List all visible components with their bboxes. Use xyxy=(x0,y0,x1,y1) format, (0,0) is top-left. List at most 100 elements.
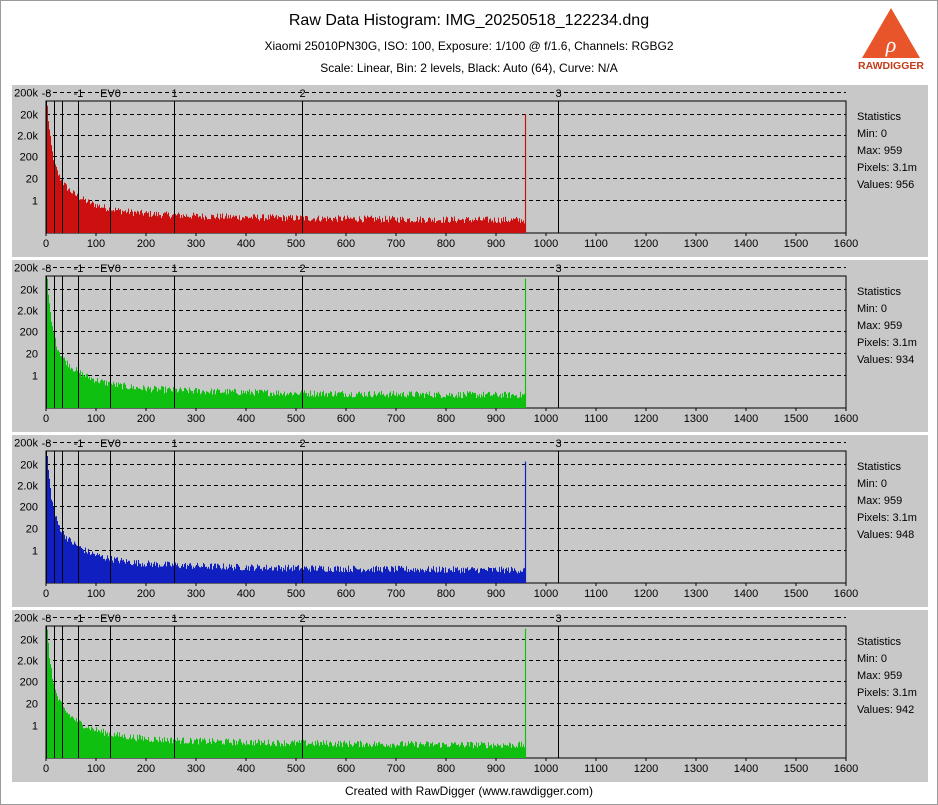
x-tick-label: 1300 xyxy=(684,413,708,425)
x-tick-label: 1000 xyxy=(534,588,558,600)
stats-title: Statistics xyxy=(857,636,902,648)
x-tick-label: 400 xyxy=(237,588,255,600)
ev-label: -8 xyxy=(42,613,52,625)
x-tick-label: 1100 xyxy=(584,588,608,600)
ev-label: 2 xyxy=(299,88,305,100)
y-tick-label: 200 xyxy=(20,152,38,164)
histogram-bars-blue xyxy=(47,455,525,583)
chart-subtitle-settings: Scale: Linear, Bin: 2 levels, Black: Aut… xyxy=(320,61,618,75)
stats-line: Pixels: 3.1m xyxy=(857,512,917,524)
x-tick-label: 100 xyxy=(87,763,105,775)
ev-label: 1 xyxy=(171,88,177,100)
x-tick-label: 600 xyxy=(337,588,355,600)
x-tick-label: 900 xyxy=(487,413,505,425)
x-tick-label: 1500 xyxy=(784,763,808,775)
x-tick-label: 800 xyxy=(437,413,455,425)
ev-label: -8 xyxy=(42,88,52,100)
y-tick-label: 2.0k xyxy=(17,131,38,143)
x-tick-label: 1400 xyxy=(734,763,758,775)
stats-line: Values: 934 xyxy=(857,354,914,366)
x-tick-label: 800 xyxy=(437,588,455,600)
x-tick-label: 700 xyxy=(387,588,405,600)
x-tick-label: 100 xyxy=(87,588,105,600)
y-tick-label: 20k xyxy=(20,110,38,122)
rawdigger-logo-icon: ρ RAWDIGGER xyxy=(858,8,924,72)
ev-label: 1 xyxy=(171,613,177,625)
y-tick-label: 200k xyxy=(14,438,38,450)
x-tick-label: 700 xyxy=(387,763,405,775)
x-tick-label: 1000 xyxy=(534,238,558,250)
x-tick-label: 1500 xyxy=(784,238,808,250)
x-tick-label: 600 xyxy=(337,238,355,250)
x-tick-label: 1100 xyxy=(584,763,608,775)
x-tick-label: 0 xyxy=(43,763,49,775)
x-tick-label: 400 xyxy=(237,238,255,250)
x-tick-label: 1400 xyxy=(734,238,758,250)
stats-line: Pixels: 3.1m xyxy=(857,337,917,349)
stats-line: Max: 959 xyxy=(857,670,902,682)
x-tick-label: 100 xyxy=(87,413,105,425)
histogram-panel-green: 1 20 200 2.0k 20k 200k -8 -1 EV0 1 2 3 0 100 200 300 400… xyxy=(12,260,928,432)
x-tick-label: 200 xyxy=(137,238,155,250)
y-tick-label: 200 xyxy=(20,677,38,689)
x-tick-label: 1100 xyxy=(584,413,608,425)
stats-line: Min: 0 xyxy=(857,653,887,665)
histogram-panel-green2: 1 20 200 2.0k 20k 200k -8 -1 EV0 1 2 3 0 100 200 300 400… xyxy=(12,610,928,782)
x-tick-label: 100 xyxy=(87,238,105,250)
stats-line: Pixels: 3.1m xyxy=(857,687,917,699)
x-tick-label: 400 xyxy=(237,763,255,775)
x-tick-label: 800 xyxy=(437,763,455,775)
x-tick-label: 0 xyxy=(43,413,49,425)
x-tick-label: 1100 xyxy=(584,238,608,250)
x-tick-label: 600 xyxy=(337,413,355,425)
logo-glyph: ρ xyxy=(885,32,897,57)
histogram-bars-red xyxy=(47,105,525,233)
stats-title: Statistics xyxy=(857,286,902,298)
ev-label: 1 xyxy=(171,263,177,275)
x-tick-label: 200 xyxy=(137,588,155,600)
x-tick-label: 1400 xyxy=(734,588,758,600)
x-tick-label: 300 xyxy=(187,413,205,425)
x-tick-label: 700 xyxy=(387,238,405,250)
x-tick-label: 500 xyxy=(287,588,305,600)
x-tick-label: 900 xyxy=(487,588,505,600)
x-tick-label: 300 xyxy=(187,238,205,250)
ev-label: -1 xyxy=(74,263,84,275)
ev-label: -1 xyxy=(74,88,84,100)
logo-text: RAWDIGGER xyxy=(858,60,924,72)
x-tick-label: 300 xyxy=(187,588,205,600)
logo-triangle xyxy=(862,8,920,58)
ev-label: 2 xyxy=(299,263,305,275)
x-tick-label: 1500 xyxy=(784,413,808,425)
x-tick-label: 400 xyxy=(237,413,255,425)
x-tick-label: 1200 xyxy=(634,763,658,775)
stats-line: Max: 959 xyxy=(857,320,902,332)
x-tick-label: 900 xyxy=(487,238,505,250)
stats-line: Values: 948 xyxy=(857,529,914,541)
x-tick-label: 0 xyxy=(43,238,49,250)
y-tick-label: 1 xyxy=(32,546,38,558)
stats-line: Max: 959 xyxy=(857,495,902,507)
ev-label: -1 xyxy=(74,438,84,450)
y-tick-label: 200k xyxy=(14,263,38,275)
y-tick-label: 200 xyxy=(20,327,38,339)
x-tick-label: 1600 xyxy=(834,588,858,600)
x-tick-label: 500 xyxy=(287,238,305,250)
y-tick-label: 20 xyxy=(26,349,38,361)
stats-title: Statistics xyxy=(857,461,902,473)
x-tick-label: 600 xyxy=(337,763,355,775)
ev-label: EV0 xyxy=(100,88,121,100)
y-tick-label: 1 xyxy=(32,721,38,733)
ev-label: 2 xyxy=(299,613,305,625)
y-tick-label: 200k xyxy=(14,613,38,625)
x-tick-label: 300 xyxy=(187,763,205,775)
x-tick-label: 200 xyxy=(137,413,155,425)
x-tick-label: 1400 xyxy=(734,413,758,425)
y-tick-label: 1 xyxy=(32,371,38,383)
x-tick-label: 500 xyxy=(287,763,305,775)
x-tick-label: 1600 xyxy=(834,238,858,250)
stats-line: Values: 956 xyxy=(857,179,914,191)
y-tick-label: 20k xyxy=(20,285,38,297)
chart-subtitle-camera: Xiaomi 25010PN30G, ISO: 100, Exposure: 1… xyxy=(264,39,674,53)
